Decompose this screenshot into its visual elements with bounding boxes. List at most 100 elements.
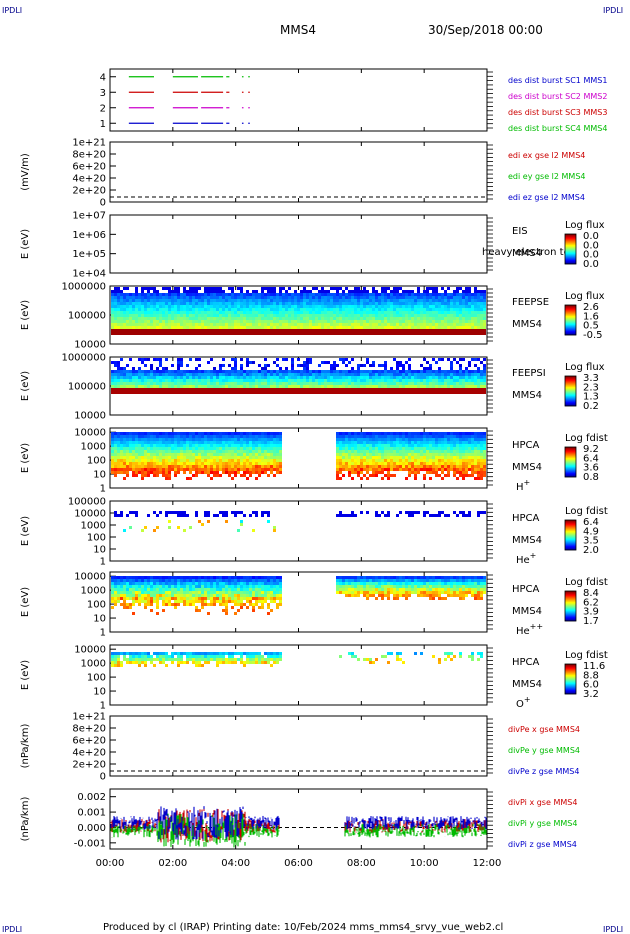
y-tick-label: 1e+21 [72, 138, 106, 149]
spectrogram-cell [291, 326, 294, 329]
spectrogram-cell [141, 444, 144, 447]
spectrogram-cell [453, 379, 456, 382]
spectrogram-cell [393, 453, 396, 456]
spectrogram-cell [180, 311, 183, 314]
spectrogram-cell [378, 435, 381, 438]
spectrogram-cell [234, 447, 237, 450]
spectrogram-cell [375, 317, 378, 320]
spectrogram-cell [120, 382, 123, 385]
spectrogram-cell [390, 441, 393, 444]
spectrogram-cell [195, 314, 198, 317]
spectrogram-cell [291, 388, 294, 391]
spectrogram-column [357, 364, 360, 394]
spectrogram-cell [144, 373, 147, 376]
spectrogram-cell [471, 329, 474, 332]
spectrogram-cell [342, 435, 345, 438]
spectrogram-cell [372, 287, 375, 290]
spectrogram-cell [144, 441, 147, 444]
spectrogram-cell [306, 332, 309, 335]
spectrogram-cell [396, 388, 399, 391]
spectrogram-cell [219, 441, 222, 444]
spectrogram-cell [390, 432, 393, 435]
spectrogram-cell [168, 459, 171, 462]
spectrogram-cell [261, 468, 264, 471]
legend-entry: des dist burst SC3 MMS3 [508, 108, 607, 117]
spectrogram-cell [336, 320, 339, 323]
spectrogram-cell [309, 314, 312, 317]
spectrogram-cell [258, 314, 261, 317]
spectrogram-cell [120, 308, 123, 311]
spectrogram-cell [207, 447, 210, 450]
spectrogram-cell [231, 447, 234, 450]
spectrogram-cell [372, 361, 375, 364]
spectrogram-cell [318, 299, 321, 302]
spectrogram-cell [375, 438, 378, 441]
spectrogram-cell [357, 462, 360, 465]
spectrogram-cell [180, 296, 183, 299]
spectrogram-cell [402, 468, 405, 471]
spectrogram-cell [315, 382, 318, 385]
spectrogram-cell [153, 459, 156, 462]
spectrogram-cell [459, 323, 462, 326]
spectrogram-cell [192, 456, 195, 459]
spectrogram-cell [387, 453, 390, 456]
spectrogram-cell [255, 326, 258, 329]
spectrogram-column [267, 432, 270, 477]
spectrogram-cell [450, 293, 453, 296]
spectrogram-column [141, 358, 144, 394]
spectrogram-cell [396, 329, 399, 332]
spectrogram-cell [462, 296, 465, 299]
spectrogram-cell [309, 388, 312, 391]
spectrogram-cell [459, 367, 462, 370]
spectrogram-cell [231, 311, 234, 314]
spectrogram-cell [201, 462, 204, 465]
spectrogram-cell [138, 314, 141, 317]
spectrogram-cell [138, 456, 141, 459]
spectrogram-cell [195, 293, 198, 296]
spectrogram-cell [354, 332, 357, 335]
spectrogram-cell [195, 320, 198, 323]
spectrogram-column [345, 432, 348, 471]
spectrogram-column [237, 287, 240, 335]
spectrogram-cell [369, 296, 372, 299]
spectrogram-cell [297, 376, 300, 379]
spectrogram-cell [258, 438, 261, 441]
spectrogram-cell [201, 382, 204, 385]
spectrogram-cell [402, 370, 405, 373]
spectrogram-cell [258, 388, 261, 391]
spectrogram-cell [384, 361, 387, 364]
colorbar-cell [565, 402, 576, 404]
spectrogram-cell [426, 290, 429, 293]
spectrogram-cell [411, 305, 414, 308]
spectrogram-cell [201, 373, 204, 376]
spectrogram-cell [465, 367, 468, 370]
spectrogram-cell [474, 317, 477, 320]
spectrogram-cell [258, 317, 261, 320]
spectrogram-cell [165, 385, 168, 388]
colorbar-cell [565, 255, 576, 257]
spectrogram-cell [243, 465, 246, 468]
spectrogram-cell [411, 388, 414, 391]
spectrogram-cell [270, 447, 273, 450]
spectrogram-cell [393, 468, 396, 471]
spectrogram-cell [360, 385, 363, 388]
spectrogram-cell [348, 450, 351, 453]
spectrogram-cell [240, 447, 243, 450]
spectrogram-cell [360, 364, 363, 367]
spectrogram-cell [114, 299, 117, 302]
spectrogram-cell [351, 329, 354, 332]
spectrogram-cell [384, 320, 387, 323]
spectrogram-cell [231, 367, 234, 370]
spectrogram-cell [276, 299, 279, 302]
spectrogram-cell [180, 435, 183, 438]
spectrogram-cell [357, 453, 360, 456]
spectrogram-cell [114, 305, 117, 308]
spectrogram-cell [258, 293, 261, 296]
spectrogram-cell [198, 456, 201, 459]
spectrogram-cell [204, 456, 207, 459]
spectrogram-cell [252, 459, 255, 462]
spectrogram-cell [342, 317, 345, 320]
spectrogram-cell [468, 382, 471, 385]
spectrogram-cell [129, 391, 132, 394]
spectrogram-cell [264, 305, 267, 308]
